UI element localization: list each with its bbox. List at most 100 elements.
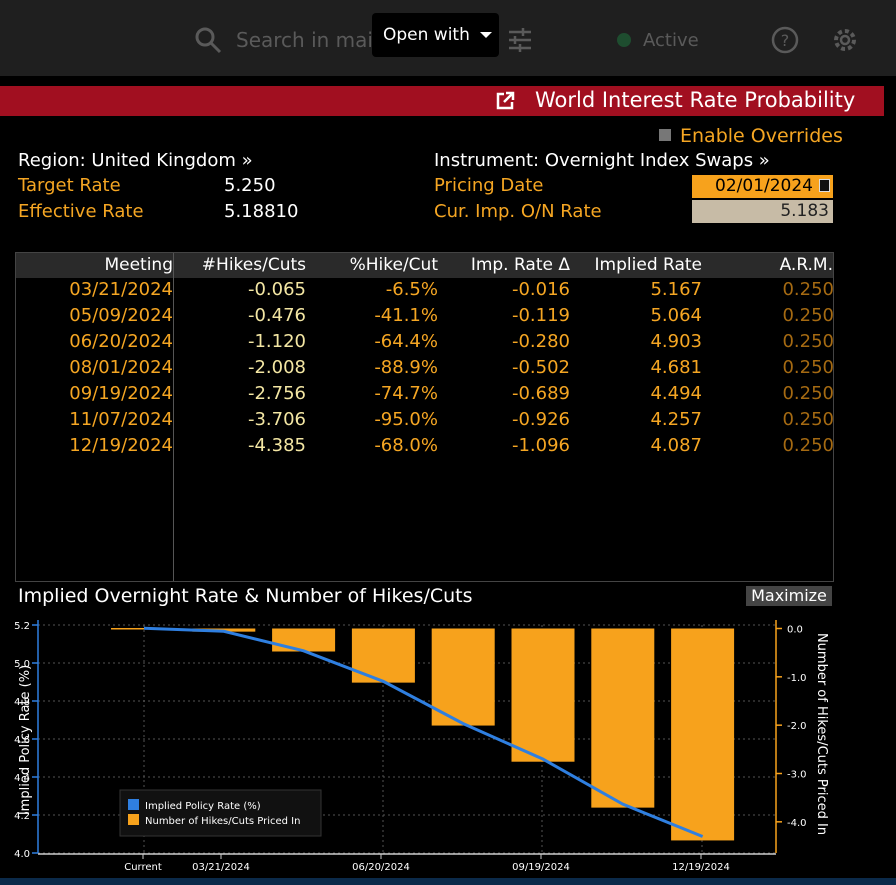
help-icon[interactable]: ? xyxy=(771,26,799,54)
right-tick-label: -3.0 xyxy=(787,770,807,781)
meeting-date-cell: 06/20/2024 xyxy=(69,331,173,352)
table-cell: -0.016 xyxy=(511,279,570,300)
left-tick-label: 4.0 xyxy=(14,849,30,860)
table-row[interactable]: 11/07/2024 -3.706 -95.0% -0.926 4.257 0.250 xyxy=(16,407,834,433)
hikes-cuts-bar xyxy=(272,628,336,652)
search-icon[interactable] xyxy=(193,25,223,55)
table-cell: -4.385 xyxy=(247,435,306,456)
table-cell: 0.250 xyxy=(782,305,834,326)
table-cell: -0.502 xyxy=(511,357,570,378)
table-cell: -0.119 xyxy=(511,305,570,326)
table-cell: -0.689 xyxy=(511,383,570,404)
table-cell: -1.096 xyxy=(511,435,570,456)
y-axis-title: Implied Policy Rate (%) xyxy=(18,665,33,815)
table-row[interactable]: 05/09/2024 -0.476 -41.1% -0.119 5.064 0.250 xyxy=(16,303,834,329)
pricing-date-field[interactable]: 02/01/2024 xyxy=(692,175,833,198)
table-cell: 0.250 xyxy=(782,357,834,378)
meeting-date-cell: 05/09/2024 xyxy=(69,305,173,326)
table-cell: 0.250 xyxy=(782,279,834,300)
status-dot xyxy=(617,33,631,47)
instrument-selector[interactable]: Instrument: Overnight Index Swaps » xyxy=(434,150,770,171)
table-cell: -95.0% xyxy=(374,409,438,430)
table-row[interactable]: 06/20/2024 -1.120 -64.4% -0.280 4.903 0.250 xyxy=(16,329,834,355)
search-input[interactable]: Search in mai xyxy=(236,28,373,52)
effective-rate-value: 5.18810 xyxy=(224,201,299,222)
left-tick-label: 4.6 xyxy=(14,735,30,746)
hikes-cuts-bar xyxy=(591,628,655,808)
legend-swatch-bar xyxy=(128,814,139,825)
table-header-cell[interactable]: #Hikes/Cuts xyxy=(201,255,306,275)
table-cell: 4.257 xyxy=(650,409,702,430)
cur-rate-field[interactable]: 5.183 xyxy=(692,200,833,223)
table-cell: -2.756 xyxy=(247,383,306,404)
open-with-button[interactable]: Open with xyxy=(372,13,499,57)
table-header-cell[interactable]: %Hike/Cut xyxy=(349,255,438,275)
status-active-dropdown[interactable]: Active xyxy=(643,30,699,51)
table-cell: -0.926 xyxy=(511,409,570,430)
table-header-cell[interactable]: A.R.M. xyxy=(779,255,833,275)
enable-overrides-label: Enable Overrides xyxy=(680,125,843,147)
target-rate-label: Target Rate xyxy=(18,175,121,196)
table-cell: 0.250 xyxy=(782,435,834,456)
filter-options-icon[interactable] xyxy=(507,27,533,53)
hikes-cuts-bar xyxy=(511,628,575,762)
hikes-cuts-bar xyxy=(431,628,495,726)
left-tick-label: 4.8 xyxy=(14,697,30,708)
x-tick-label: 09/19/2024 xyxy=(512,862,570,873)
left-tick-label: 5.2 xyxy=(14,621,30,632)
table-row[interactable]: 08/01/2024 -2.008 -88.9% -0.502 4.681 0.250 xyxy=(16,355,834,381)
hikes-cuts-bar xyxy=(671,628,735,841)
table-cell: 5.167 xyxy=(650,279,702,300)
right-tick-label: -1.0 xyxy=(787,673,807,684)
open-with-label: Open with xyxy=(383,25,470,45)
gear-icon[interactable] xyxy=(831,26,859,54)
external-link-icon[interactable] xyxy=(495,91,515,111)
table-cell: 0.250 xyxy=(782,331,834,352)
table-cell: -64.4% xyxy=(374,331,438,352)
left-tick-label: 5.0 xyxy=(14,659,30,670)
right-tick-label: -4.0 xyxy=(787,818,807,829)
table-cell: 0.250 xyxy=(782,409,834,430)
table-cell: -6.5% xyxy=(385,279,438,300)
legend-box xyxy=(119,789,322,837)
calendar-icon[interactable] xyxy=(819,179,830,192)
page-title: World Interest Rate Probability xyxy=(535,88,856,112)
table-header-cell[interactable]: Imp. Rate Δ xyxy=(470,255,570,275)
left-tick-label: 4.4 xyxy=(14,773,30,784)
svg-text:?: ? xyxy=(781,31,790,50)
y2-axis-title: Number of Hikes/Cuts Priced In xyxy=(814,633,829,835)
implied-rate-line xyxy=(143,626,704,838)
x-tick-label: 06/20/2024 xyxy=(352,862,410,873)
table-row[interactable]: 12/19/2024 -4.385 -68.0% -1.096 4.087 0.250 xyxy=(16,433,834,459)
chart-title: Implied Overnight Rate & Number of Hikes… xyxy=(18,585,473,607)
meetings-table: Meeting #Hikes/Cuts %Hike/Cut Imp. Rate Δ Im… xyxy=(15,252,834,582)
table-row[interactable]: 03/21/2024 -0.065 -6.5% -0.016 5.167 0.250 xyxy=(16,277,834,303)
checkbox-icon[interactable] xyxy=(659,129,671,141)
maximize-button[interactable]: Maximize xyxy=(746,586,832,606)
meeting-date-cell: 08/01/2024 xyxy=(69,357,173,378)
legend-swatch-line xyxy=(128,799,139,810)
meeting-date-cell: 03/21/2024 xyxy=(69,279,173,300)
pricing-date-label: Pricing Date xyxy=(434,175,544,196)
taskbar-strip xyxy=(0,878,896,885)
pricing-date-value: 02/01/2024 xyxy=(715,176,813,196)
title-bar: World Interest Rate Probability xyxy=(0,86,884,116)
region-selector[interactable]: Region: United Kingdom » xyxy=(18,150,253,171)
x-tick-label: 03/21/2024 xyxy=(192,862,250,873)
enable-overrides-checkbox[interactable]: Enable Overrides xyxy=(659,125,843,147)
table-cell: -0.065 xyxy=(247,279,306,300)
table-header-cell[interactable]: Meeting xyxy=(104,255,173,275)
table-cell: 4.903 xyxy=(650,331,702,352)
table-cell: -1.120 xyxy=(247,331,306,352)
table-header-cell[interactable]: Implied Rate xyxy=(594,255,702,275)
rate-chart: 5.2 5.0 4.8 4.6 4.4 4.2 4.0 0.0 -1.0 -2.0 -3.0 -4.0… xyxy=(0,610,896,878)
table-cell: -3.706 xyxy=(247,409,306,430)
x-tick-label: Current xyxy=(124,862,162,873)
meeting-date-cell: 11/07/2024 xyxy=(69,409,173,430)
table-cell: -68.0% xyxy=(374,435,438,456)
table-cell: -0.280 xyxy=(511,331,570,352)
cur-rate-label: Cur. Imp. O/N Rate xyxy=(434,201,602,222)
legend-label: Number of Hikes/Cuts Priced In xyxy=(145,816,300,827)
legend-label: Implied Policy Rate (%) xyxy=(145,801,261,812)
table-row[interactable]: 09/19/2024 -2.756 -74.7% -0.689 4.494 0.250 xyxy=(16,381,834,407)
